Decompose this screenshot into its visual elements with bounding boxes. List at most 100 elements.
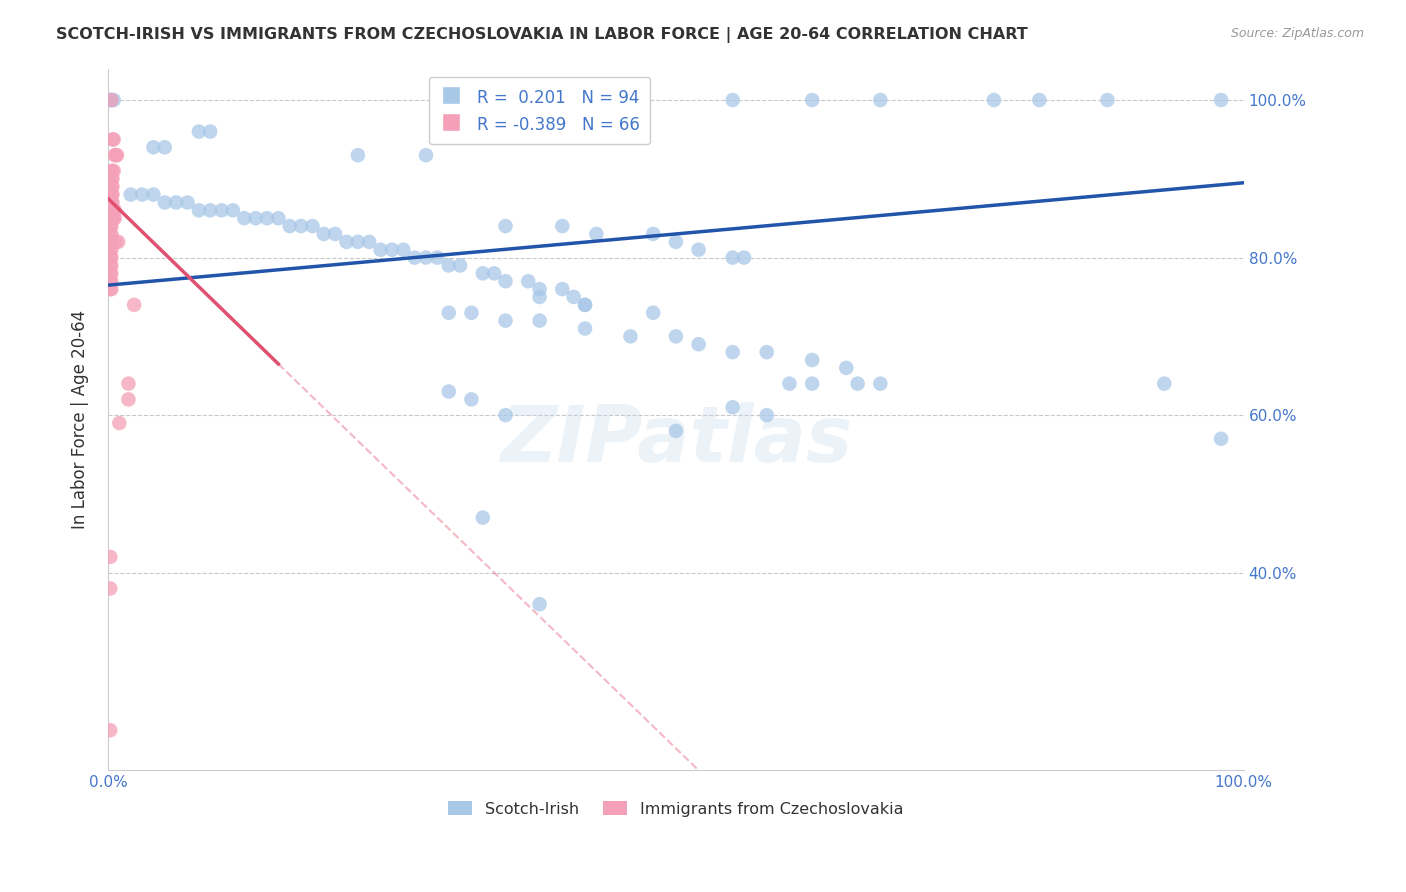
Point [98, 549, 121, 564]
Point [529, 597, 551, 611]
Point [98, 723, 121, 738]
Point [98, 187, 121, 202]
Point [233, 211, 256, 226]
Point [211, 203, 233, 218]
Point [101, 132, 124, 146]
Point [267, 211, 290, 226]
Point [471, 266, 494, 280]
Point [187, 203, 209, 218]
Point [100, 93, 122, 107]
Point [1153, 376, 1175, 391]
Point [643, 227, 665, 241]
Point [562, 290, 585, 304]
Point [460, 306, 482, 320]
Point [98, 282, 121, 296]
Point [290, 219, 312, 233]
Point [574, 298, 596, 312]
Point [98, 203, 121, 218]
Point [721, 401, 744, 415]
Point [165, 195, 187, 210]
Point [98, 179, 121, 194]
Point [104, 148, 127, 162]
Point [801, 353, 824, 368]
Point [101, 171, 124, 186]
Point [688, 337, 710, 351]
Point [153, 140, 176, 154]
Point [100, 171, 122, 186]
Point [869, 376, 891, 391]
Point [98, 195, 121, 210]
Point [359, 235, 381, 249]
Point [585, 227, 607, 241]
Point [335, 235, 357, 249]
Point [495, 219, 517, 233]
Point [278, 219, 301, 233]
Point [98, 582, 121, 596]
Point [869, 93, 891, 107]
Point [551, 282, 574, 296]
Point [103, 93, 125, 107]
Point [1209, 93, 1232, 107]
Point [574, 298, 596, 312]
Point [1097, 93, 1119, 107]
Point [551, 219, 574, 233]
Point [370, 243, 392, 257]
Point [98, 266, 121, 280]
Point [101, 179, 124, 194]
Point [100, 93, 122, 107]
Point [619, 329, 641, 343]
Point [101, 211, 124, 226]
Point [176, 195, 198, 210]
Point [122, 298, 145, 312]
Point [101, 187, 124, 202]
Point [482, 266, 505, 280]
Point [98, 211, 121, 226]
Point [100, 164, 122, 178]
Point [495, 313, 517, 327]
Point [105, 148, 128, 162]
Point [104, 211, 127, 226]
Point [323, 227, 346, 241]
Legend: Scotch-Irish, Immigrants from Czechoslovakia: Scotch-Irish, Immigrants from Czechoslov… [440, 793, 911, 825]
Point [517, 274, 540, 288]
Point [347, 235, 370, 249]
Point [100, 187, 122, 202]
Y-axis label: In Labor Force | Age 20-64: In Labor Force | Age 20-64 [72, 310, 89, 529]
Point [312, 227, 335, 241]
Point [98, 227, 121, 241]
Point [574, 321, 596, 335]
Point [495, 274, 517, 288]
Point [108, 416, 131, 430]
Point [415, 148, 437, 162]
Point [301, 219, 323, 233]
Point [98, 243, 121, 257]
Point [200, 203, 222, 218]
Point [643, 306, 665, 320]
Point [100, 203, 122, 218]
Point [529, 313, 551, 327]
Point [100, 266, 122, 280]
Point [529, 290, 551, 304]
Point [100, 235, 122, 249]
Point [245, 211, 267, 226]
Point [98, 219, 121, 233]
Point [98, 235, 121, 249]
Point [131, 187, 153, 202]
Point [574, 93, 596, 107]
Point [721, 251, 744, 265]
Point [721, 345, 744, 359]
Text: SCOTCH-IRISH VS IMMIGRANTS FROM CZECHOSLOVAKIA IN LABOR FORCE | AGE 20-64 CORREL: SCOTCH-IRISH VS IMMIGRANTS FROM CZECHOSL… [56, 27, 1028, 43]
Point [200, 124, 222, 138]
Point [142, 187, 165, 202]
Point [688, 243, 710, 257]
Point [562, 93, 585, 107]
Point [117, 376, 139, 391]
Point [551, 93, 574, 107]
Point [100, 243, 122, 257]
Point [846, 376, 869, 391]
Point [103, 132, 125, 146]
Point [778, 376, 800, 391]
Point [529, 282, 551, 296]
Point [100, 211, 122, 226]
Point [665, 329, 688, 343]
